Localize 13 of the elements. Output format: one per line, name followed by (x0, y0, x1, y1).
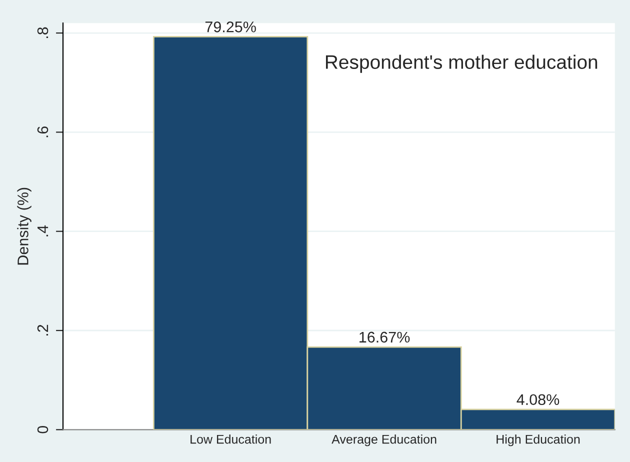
x-tick-label: High Education (496, 434, 580, 446)
y-axis-title: Density (%) (17, 188, 32, 265)
text: Respondent's mother education (326, 54, 598, 73)
y-tick-label: .6 (37, 126, 48, 138)
data-label: 4.08% (516, 394, 560, 406)
y-tick-label: .8 (37, 27, 48, 38)
data-label: 79.25% (205, 22, 256, 32)
y-tick-label: .2 (37, 324, 48, 336)
y-tick-label: .4 (38, 225, 48, 236)
x-tick-label: Low Education (190, 434, 271, 444)
y-tick-label: 0 (37, 426, 48, 434)
data-label: 16.67% (360, 332, 410, 343)
x-tick-label: Average Education (332, 434, 436, 446)
